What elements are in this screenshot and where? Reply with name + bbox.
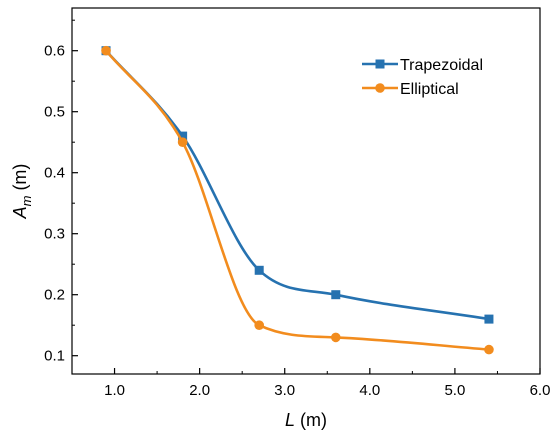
data-point-trapezoidal: [254, 265, 264, 275]
y-axis-title-unit: (m): [10, 164, 30, 196]
y-tick-label: 0.5: [44, 104, 65, 121]
x-tick-label: 5.0: [444, 382, 465, 399]
ticks-layer: 1.0 2.0 3.0 4.0 5.0 6.0 0.1 0.2 0.3 0.4 0.5 0.6: [44, 19, 550, 399]
y-axis-title: Am (m): [10, 164, 34, 220]
legend-label-elliptical: Elliptical: [400, 81, 459, 98]
x-tick-label: 2.0: [189, 382, 210, 399]
x-tick-label: 3.0: [274, 382, 295, 399]
y-tick-label: 0.1: [44, 348, 65, 365]
x-tick-label: 1.0: [104, 382, 125, 399]
x-tick-label: 4.0: [359, 382, 380, 399]
data-point-elliptical: [484, 344, 494, 355]
legend-marker-trapezoidal: [375, 59, 385, 69]
data-point-trapezoidal: [484, 314, 494, 324]
y-tick-label: 0.2: [44, 287, 65, 304]
y-tick-label: 0.6: [44, 43, 65, 60]
x-tick-label: 6.0: [530, 382, 550, 399]
legend: Trapezoidal Elliptical: [362, 57, 483, 98]
y-axis-title-symbol: A: [10, 206, 30, 219]
x-axis-title-symbol: L: [285, 410, 295, 430]
data-point-elliptical: [330, 332, 341, 343]
legend-label-trapezoidal: Trapezoidal: [400, 57, 483, 74]
data-point-elliptical: [101, 45, 111, 56]
series-layer: [101, 45, 494, 355]
data-point-trapezoidal: [331, 290, 341, 300]
x-axis-title: L (m): [285, 410, 327, 430]
y-tick-label: 0.4: [44, 165, 65, 182]
y-tick-label: 0.3: [44, 226, 65, 243]
data-point-elliptical: [177, 137, 188, 147]
series-line-elliptical: [105, 49, 490, 351]
plot-frame: [71, 7, 541, 375]
y-axis-title-subscript: m: [19, 195, 34, 206]
data-point-elliptical: [254, 320, 264, 331]
legend-marker-elliptical: [375, 83, 385, 93]
data-point-trapezoidal: [178, 131, 188, 141]
x-axis-title-unit: (m): [295, 410, 327, 430]
